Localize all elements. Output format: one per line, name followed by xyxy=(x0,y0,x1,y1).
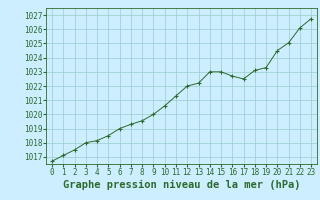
X-axis label: Graphe pression niveau de la mer (hPa): Graphe pression niveau de la mer (hPa) xyxy=(63,180,300,190)
